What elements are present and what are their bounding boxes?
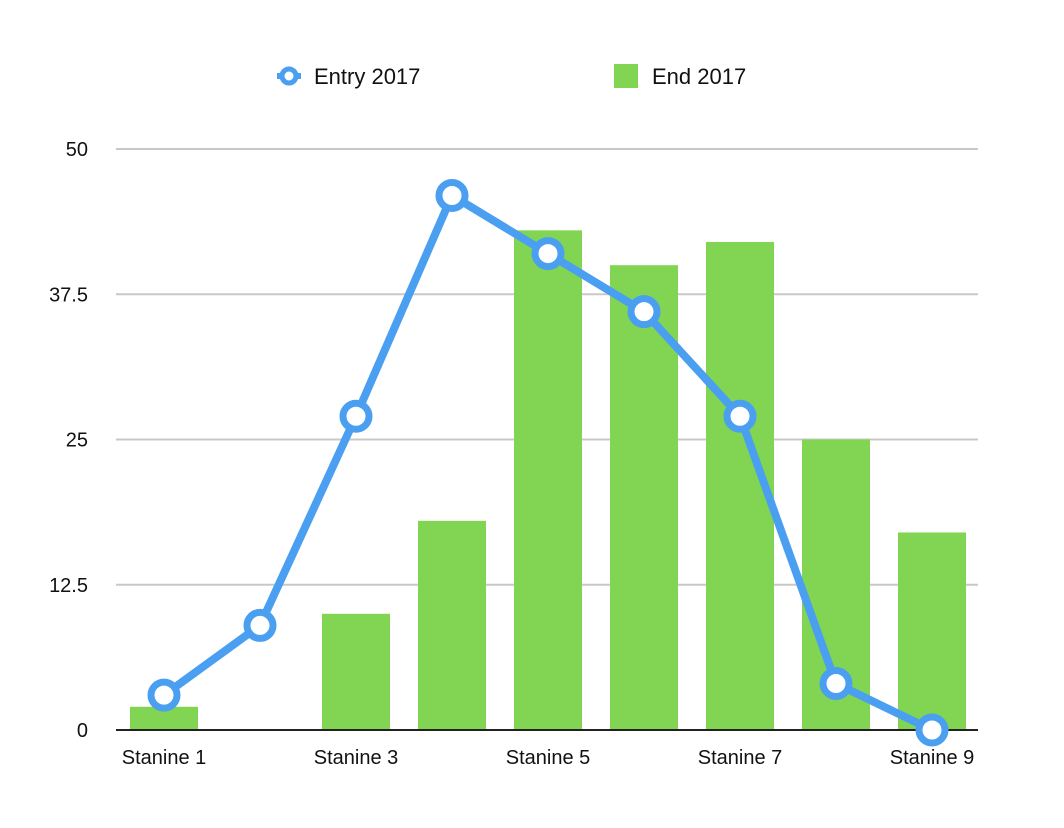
x-axis: Stanine 1 Stanine 3 Stanine 5 Stanine 7 Stan… — [122, 747, 975, 769]
bar — [130, 706, 198, 730]
data-point — [147, 678, 181, 712]
x-tick-label: Stanine 7 — [698, 747, 783, 769]
bar — [322, 613, 390, 730]
data-point — [915, 713, 949, 747]
bar — [514, 230, 582, 730]
legend-marker-swatch — [279, 66, 299, 86]
legend-label-entry: Entry 2017 — [314, 64, 420, 89]
x-tick-label: Stanine 9 — [890, 747, 975, 769]
y-tick-label: 37.5 — [49, 284, 88, 306]
data-point — [723, 399, 757, 433]
data-point — [531, 237, 565, 271]
y-tick-label: 25 — [66, 430, 88, 452]
y-tick-label: 12.5 — [49, 575, 88, 597]
x-tick-label: Stanine 1 — [122, 747, 207, 769]
legend: Entry 2017 End 2017 — [277, 64, 746, 89]
bar — [898, 532, 966, 730]
y-tick-label: 50 — [66, 139, 88, 161]
legend-item-end: End 2017 — [614, 64, 746, 89]
legend-item-entry: Entry 2017 — [277, 64, 420, 89]
legend-bar-swatch — [614, 64, 638, 88]
x-tick-label: Stanine 5 — [506, 747, 591, 769]
x-tick-label: Stanine 3 — [314, 747, 399, 769]
data-point — [339, 399, 373, 433]
data-point — [819, 667, 853, 701]
bar — [610, 265, 678, 730]
legend-label-end: End 2017 — [652, 64, 746, 89]
data-point — [627, 295, 661, 329]
line-series-entry-2017 — [147, 178, 949, 747]
y-axis: 0 12.5 25 37.5 50 — [49, 139, 88, 742]
bar — [418, 520, 486, 730]
bar-series-end-2017 — [130, 230, 966, 730]
data-point — [435, 178, 469, 212]
data-point — [243, 608, 277, 642]
y-tick-label: 0 — [77, 720, 88, 742]
